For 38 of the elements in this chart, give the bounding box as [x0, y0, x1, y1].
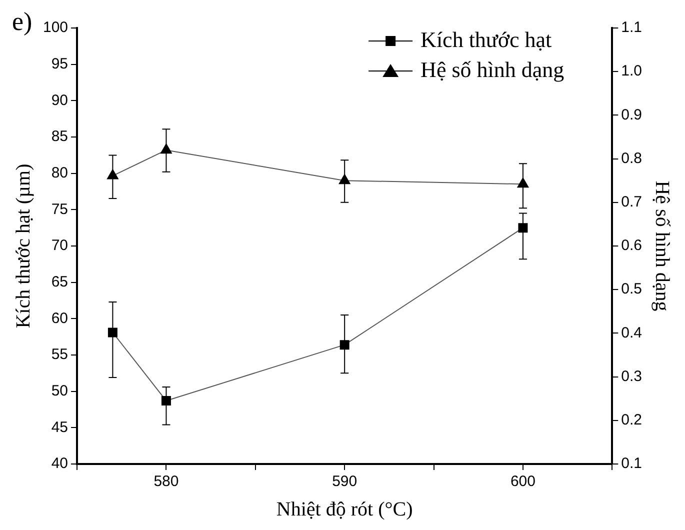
- y-tick-label: 45: [51, 418, 68, 436]
- y-tick-label: 100: [42, 19, 68, 36]
- chart-title: e): [12, 6, 32, 36]
- y2-tick-label: 0.5: [621, 280, 642, 298]
- y-tick-label: 40: [51, 455, 68, 472]
- y2-axis-title: Hệ số hình dạng: [650, 180, 673, 312]
- y2-tick-label: 0.4: [621, 324, 642, 342]
- y-axis-title: Kích thước hạt (µm): [12, 164, 34, 328]
- legend-label: Kích thước hạt: [420, 26, 552, 52]
- y2-tick-label: 0.7: [621, 194, 642, 211]
- y2-tick-label: 0.2: [621, 412, 642, 429]
- y2-tick-label: 1.1: [621, 19, 642, 36]
- x-tick-label: 600: [510, 473, 536, 490]
- y2-tick-label: 0.6: [621, 237, 642, 254]
- x-tick-label: 590: [332, 473, 358, 490]
- y2-tick-label: 0.3: [621, 368, 642, 385]
- y-tick-label: 95: [51, 55, 68, 72]
- y-tick-label: 75: [51, 200, 68, 218]
- x-axis-title: Nhiệt độ rót (°C): [276, 498, 413, 520]
- y-tick-label: 70: [51, 237, 68, 254]
- y2-tick-label: 1.0: [621, 62, 642, 80]
- point: [340, 340, 350, 350]
- y2-tick-label: 0.9: [621, 106, 642, 124]
- y2-tick-label: 0.8: [621, 150, 642, 167]
- point: [518, 223, 528, 233]
- y-tick-label: 90: [51, 92, 68, 109]
- y-tick-label: 80: [51, 164, 68, 182]
- y-tick-label: 85: [51, 128, 68, 146]
- y-tick-label: 60: [51, 310, 68, 327]
- point: [107, 169, 118, 180]
- legend-label: Hệ số hình dạng: [420, 56, 564, 82]
- y2-tick-label: 0.1: [621, 455, 642, 472]
- y-tick-label: 50: [51, 382, 68, 400]
- y-tick-label: 55: [51, 346, 68, 364]
- y-tick-label: 65: [51, 273, 68, 290]
- point: [108, 328, 118, 338]
- point: [161, 396, 171, 406]
- x-tick-label: 580: [154, 473, 179, 490]
